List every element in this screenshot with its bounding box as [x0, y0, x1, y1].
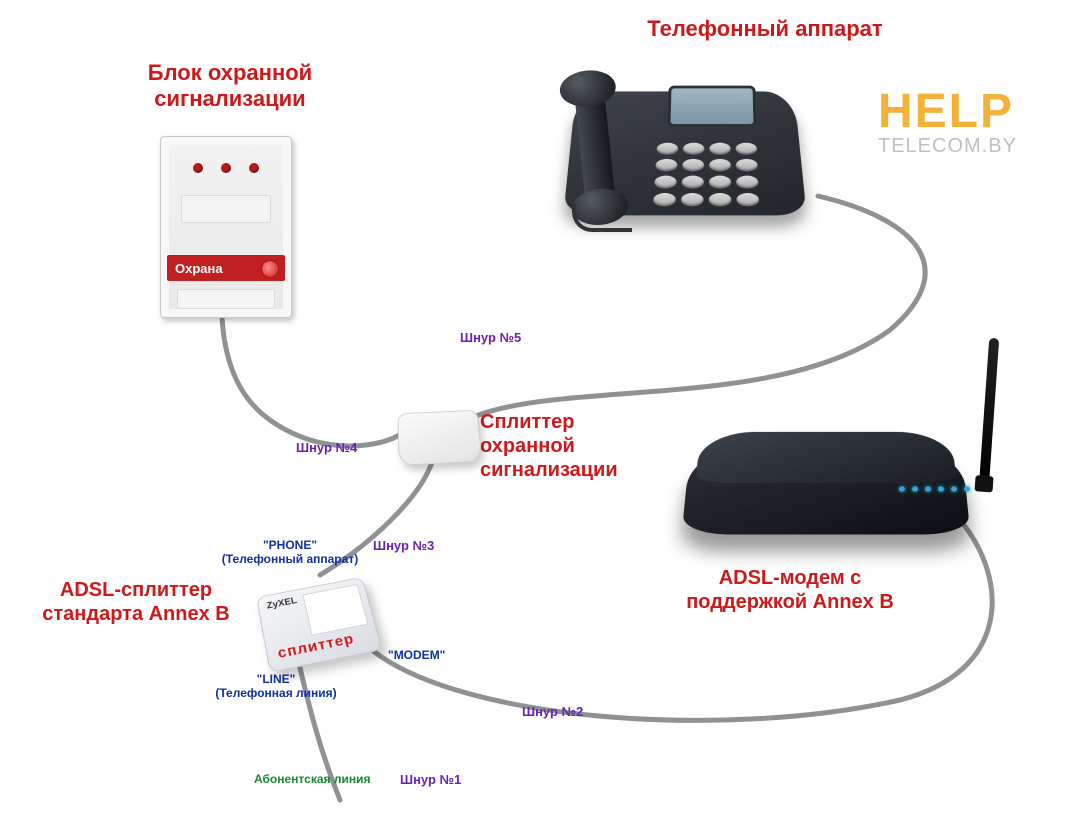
watermark-line1: HELP — [878, 88, 1017, 136]
alarm-speaker-icon — [261, 260, 279, 278]
cable-label-n3: Шнур №3 — [373, 538, 434, 554]
phone-screen-icon — [667, 86, 756, 127]
phone-keypad-icon — [653, 143, 785, 207]
port-label-phone: "PHONE" (Телефонный аппарат) — [200, 538, 380, 567]
watermark: HELP TELECOM.BY — [878, 88, 1017, 156]
alarm-led-icon — [249, 163, 259, 173]
desk-phone-icon — [540, 40, 830, 230]
security-splitter-icon — [398, 410, 483, 466]
adsl-splitter-brand: ZyXEL — [266, 596, 298, 611]
modem-antenna-icon — [979, 338, 999, 488]
subscriber-line-label: Абонентская линия — [254, 772, 370, 786]
alarm-bottom-slot-icon — [177, 289, 275, 309]
splitter-adsl-title: ADSL-сплиттер стандарта Annex B — [6, 578, 266, 626]
cable-label-n4: Шнур №4 — [296, 440, 357, 456]
alarm-led-icon — [193, 163, 203, 173]
adsl-splitter-icon: ZyXEL сплиттер — [256, 577, 383, 673]
adsl-splitter-sticker-icon — [302, 584, 368, 636]
cable-label-n2: Шнур №2 — [522, 704, 583, 720]
cable-label-n1: Шнур №1 — [400, 772, 461, 788]
modem-title: ADSL-модем с поддержкой Annex B — [640, 566, 940, 614]
alarm-box-icon: Охрана — [160, 136, 292, 318]
phone-title: Телефонный аппарат — [600, 16, 930, 42]
diagram-stage: HELP TELECOM.BY Телефонный аппарат Блок … — [0, 0, 1076, 816]
cable-n4 — [222, 318, 404, 446]
cable-label-n5: Шнур №5 — [460, 330, 521, 346]
splitter-sec-title: Сплиттер охранной сигнализации — [480, 410, 700, 482]
port-label-modem: "MODEM" — [388, 648, 478, 662]
alarm-band: Охрана — [167, 255, 285, 281]
modem-top-icon — [695, 432, 956, 483]
alarm-led-icon — [221, 163, 231, 173]
adsl-modem-icon — [686, 378, 996, 558]
modem-leds-icon — [899, 486, 970, 491]
phone-cord-icon — [572, 204, 632, 232]
adsl-splitter-label: сплиттер — [276, 631, 356, 662]
alarm-band-text: Охрана — [175, 261, 223, 276]
alarm-slot-icon — [181, 195, 271, 223]
alarm-title: Блок охранной сигнализации — [100, 60, 360, 113]
port-label-line: "LINE" (Телефонная линия) — [186, 672, 366, 701]
watermark-line2: TELECOM.BY — [878, 136, 1017, 156]
